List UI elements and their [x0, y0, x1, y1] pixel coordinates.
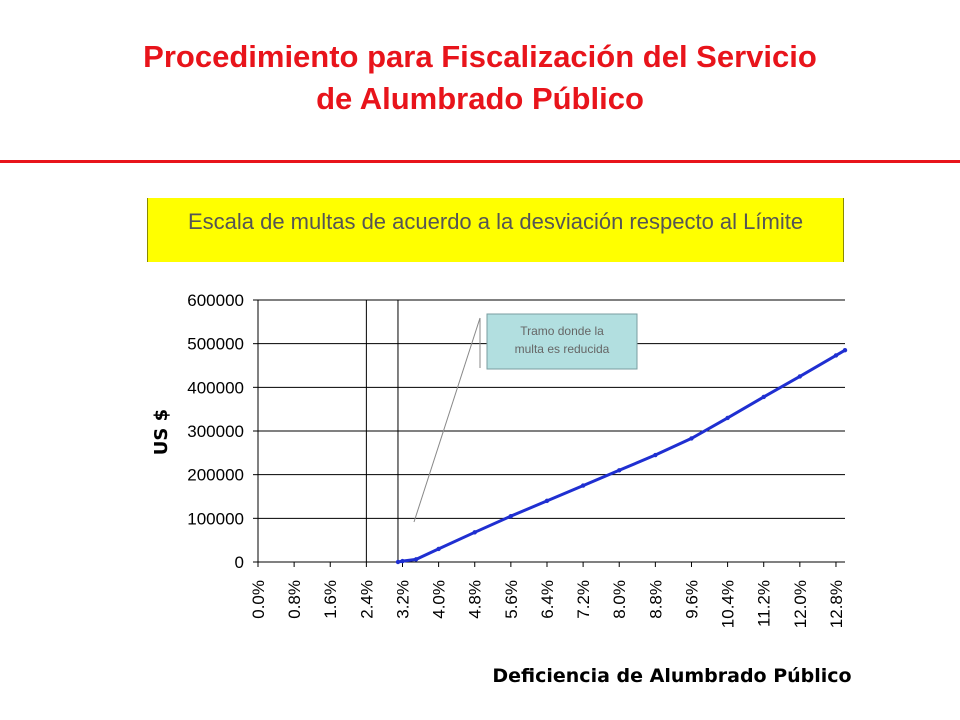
x-tick-label: 4.8%: [466, 580, 485, 619]
y-axis-label: US $: [151, 409, 172, 455]
x-tick-label: 4.0%: [430, 580, 449, 619]
y-tick-label: 600000: [187, 291, 244, 310]
data-point: [653, 452, 658, 458]
data-point: [580, 483, 586, 488]
x-tick-label: 8.8%: [646, 580, 665, 619]
y-tick-label: 300000: [187, 422, 244, 441]
callout-box: [486, 313, 638, 370]
x-tick-label: 9.6%: [682, 580, 701, 619]
x-tick-label: 12.0%: [791, 580, 810, 628]
y-tick-label: 0: [235, 553, 244, 572]
data-point: [725, 415, 730, 421]
y-tick-label: 200000: [187, 466, 244, 485]
data-point: [761, 394, 766, 400]
data-point: [413, 557, 419, 562]
data-point: [689, 436, 694, 441]
callout-text-line-1: Tramo donde la: [520, 324, 604, 338]
slide-title-line-2: de Alumbrado Público: [316, 81, 644, 116]
x-axis-label: Deficiencia de Alumbrado Público: [492, 665, 851, 687]
y-tick-label: 400000: [187, 378, 244, 397]
slide-title: Procedimiento para Fiscalización del Ser…: [40, 36, 920, 120]
data-point: [833, 353, 839, 358]
x-tick-label: 8.0%: [610, 580, 629, 619]
data-point: [797, 374, 803, 379]
x-tick-label: 11.2%: [755, 580, 774, 627]
x-tick-label: 0.0%: [249, 580, 268, 619]
x-tick-label: 5.6%: [502, 580, 521, 619]
data-point: [400, 558, 405, 564]
x-tick-label: 12.8%: [827, 580, 846, 628]
data-point: [842, 348, 848, 353]
data-point: [544, 498, 550, 504]
x-tick-label: 10.4%: [719, 580, 738, 628]
x-tick-label: 0.8%: [285, 580, 304, 619]
series-line: [397, 348, 846, 564]
x-tick-label: 6.4%: [538, 580, 557, 619]
y-tick-label: 500000: [187, 335, 244, 354]
data-point: [472, 530, 477, 535]
callout-leader: [413, 317, 481, 523]
chart-banner-text: Escala de multas de acuerdo a la desviac…: [187, 209, 804, 234]
x-tick-label: 7.2%: [574, 580, 593, 619]
title-divider: [0, 160, 960, 163]
x-tick-label: 2.4%: [357, 580, 376, 619]
data-point: [508, 513, 514, 519]
chart-banner: Escala de multas de acuerdo a la desviac…: [148, 198, 843, 262]
data-point: [436, 546, 441, 552]
x-tick-label: 1.6%: [321, 580, 340, 619]
y-tick-label: 100000: [187, 509, 244, 528]
x-tick-label: 3.2%: [393, 580, 412, 619]
callout-text-line-2: multa es reducida: [515, 342, 610, 356]
data-point: [395, 559, 401, 565]
slide-title-line-1: Procedimiento para Fiscalización del Ser…: [143, 39, 817, 74]
data-point: [617, 468, 622, 473]
